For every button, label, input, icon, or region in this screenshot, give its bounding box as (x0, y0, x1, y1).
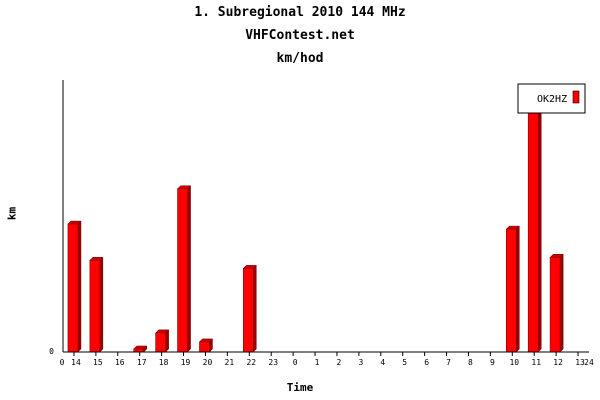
x-tick-label: 11 (531, 358, 541, 367)
x-tick-label: 7 (446, 358, 451, 367)
x-axis-label: Time (286, 381, 314, 394)
bar-side (253, 264, 257, 353)
x-tick-label: 13 (575, 358, 585, 367)
x-tick-label: 22 (246, 358, 256, 367)
legend-label: OK2HZ (537, 94, 567, 105)
legend-swatch (572, 90, 580, 104)
chart-subtitle: VHFContest.net (245, 28, 355, 43)
x-tick-label: 18 (159, 358, 169, 367)
x-tick-label: 0 (293, 358, 298, 367)
x-tick-label: 21 (225, 358, 235, 367)
x-tick-label: 19 (181, 358, 191, 367)
x-tick-label: 20 (203, 358, 213, 367)
bar (133, 345, 148, 353)
x-tick-label: 8 (468, 358, 473, 367)
x-tick-label: 14 (71, 358, 81, 367)
x-tick-label: 1 (315, 358, 320, 367)
bar-front (89, 260, 101, 353)
legend: OK2HZ (517, 83, 586, 114)
bar-front (67, 223, 79, 353)
bar (549, 253, 564, 353)
bar-side (77, 220, 82, 353)
bar (527, 108, 542, 353)
bar-side (165, 329, 169, 353)
bar (176, 185, 192, 353)
x-tick-label: 23 (268, 358, 278, 367)
x-tick-label: 5 (402, 358, 407, 367)
x-tick-label: 6 (424, 358, 429, 367)
x-ticks-group (73, 352, 579, 356)
bar-front (527, 111, 539, 353)
bar (505, 225, 520, 353)
x-tick-label: 4 (380, 358, 385, 367)
x-tick-label: 12 (553, 358, 563, 367)
chart-title: 1. Subregional 2010 144 MHz (194, 5, 406, 20)
x-start-label: 0 (60, 358, 65, 367)
bar-front (242, 268, 254, 353)
x-end-label: 24 (584, 358, 594, 367)
bar-front (549, 257, 561, 353)
chart-unit-label: km/hod (276, 51, 324, 66)
bar-side (516, 225, 520, 353)
bar (242, 264, 257, 353)
bar (89, 256, 104, 353)
bar-side (537, 108, 542, 353)
bar-front (155, 332, 166, 353)
bar (198, 338, 214, 353)
bars-group (67, 108, 564, 353)
bar-front (505, 228, 517, 353)
x-tick-label: 17 (137, 358, 147, 367)
bar-side (559, 253, 564, 353)
y-zero-label: 0 (49, 347, 54, 356)
x-tick-labels-group: 14 15 16 17 18 19 20 21 22 23 0 1 2 3 4 5 6 7 8 9 10 11 12 13 (71, 358, 585, 367)
bar-front (177, 188, 188, 353)
bar (155, 329, 170, 353)
y-axis-label: km (5, 206, 19, 221)
bar-front (199, 341, 210, 353)
x-tick-label: 16 (115, 358, 125, 367)
x-tick-label: 15 (93, 358, 103, 367)
bar-side (99, 256, 104, 353)
x-tick-label: 10 (509, 358, 519, 367)
bar-side (187, 185, 191, 353)
bar (67, 220, 82, 353)
x-tick-label: 2 (337, 358, 342, 367)
x-tick-label: 3 (358, 358, 363, 367)
x-tick-label: 9 (490, 358, 495, 367)
